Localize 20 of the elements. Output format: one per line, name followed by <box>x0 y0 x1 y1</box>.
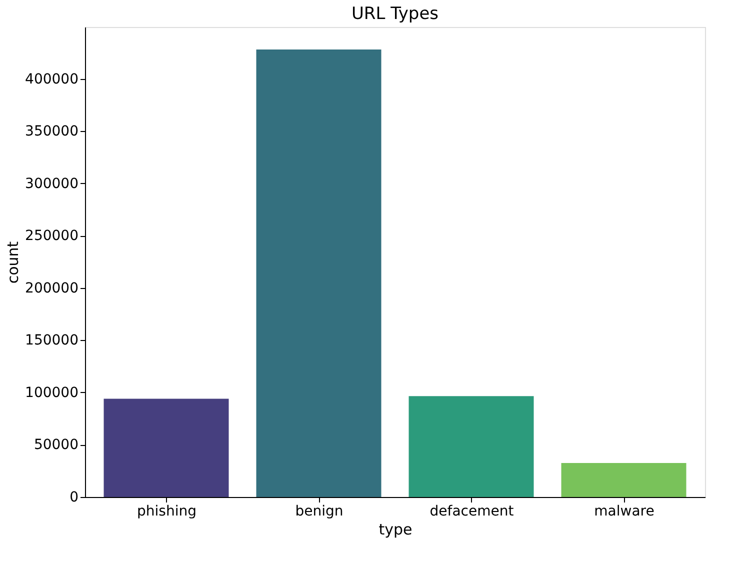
y-axis-title: count <box>4 241 22 284</box>
bar <box>256 49 382 497</box>
y-tick-label: 400000 <box>25 71 78 88</box>
y-tick-label: 50000 <box>34 437 78 454</box>
bar <box>561 463 686 497</box>
y-tick-label: 200000 <box>25 280 78 296</box>
y-tick-label: 300000 <box>25 176 78 192</box>
y-tick-label: 150000 <box>25 332 78 349</box>
y-tick-label: 350000 <box>25 124 78 140</box>
y-tick-label: 100000 <box>25 384 78 401</box>
x-axis-title: type <box>378 520 412 538</box>
y-tick-label: 250000 <box>25 228 78 244</box>
chart-title: URL Types <box>351 4 439 24</box>
bar <box>104 398 229 497</box>
x-tick-label: phishing <box>137 504 196 520</box>
bar <box>408 396 534 497</box>
x-tick-label: malware <box>594 504 654 520</box>
x-tick-label: defacement <box>430 504 514 520</box>
y-tick-label: 0 <box>70 490 78 506</box>
x-tick-label: benign <box>295 504 344 520</box>
